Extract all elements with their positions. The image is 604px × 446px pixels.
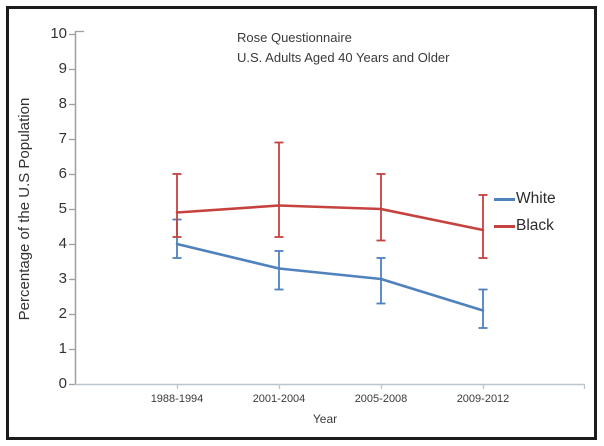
legend-label-white: White [516,190,556,207]
chart-subtitle: U.S. Adults Aged 40 Years and Older [237,50,450,65]
y-tick-label-3: 3 [58,270,67,287]
y-tick-label-5: 5 [58,200,67,217]
y-tick-label-0: 0 [58,375,67,392]
legend-item-white: White [494,189,556,209]
y-axis-label: Percentage of the U.S Population [16,97,33,321]
x-tick-label-2005-2008: 2005-2008 [354,393,408,405]
y-tick-label-2: 2 [58,305,67,322]
legend-item-black: Black [494,216,556,236]
y-tick-label-10: 10 [50,25,67,42]
x-tick-label-2009-2012: 2009-2012 [456,393,510,405]
series-line-black [175,204,485,232]
x-axis-label: Year [312,412,338,426]
y-tick-label-4: 4 [58,235,67,252]
white-line-swatch [494,197,515,201]
chart-title: Rose Questionnaire [237,30,352,45]
x-tick-label-1988-1994: 1988-1994 [150,393,204,405]
x-tick-label-2001-2004: 2001-2004 [252,393,306,405]
y-tick-label-6: 6 [58,165,67,182]
legend: White Black [494,189,556,243]
black-line-swatch [494,224,515,228]
y-tick-label-7: 7 [58,130,67,147]
y-tick-label-1: 1 [58,340,67,357]
y-tick-label-9: 9 [58,60,67,77]
series-line-white [175,242,485,312]
y-tick-label-8: 8 [58,95,67,112]
legend-label-black: Black [516,217,554,234]
